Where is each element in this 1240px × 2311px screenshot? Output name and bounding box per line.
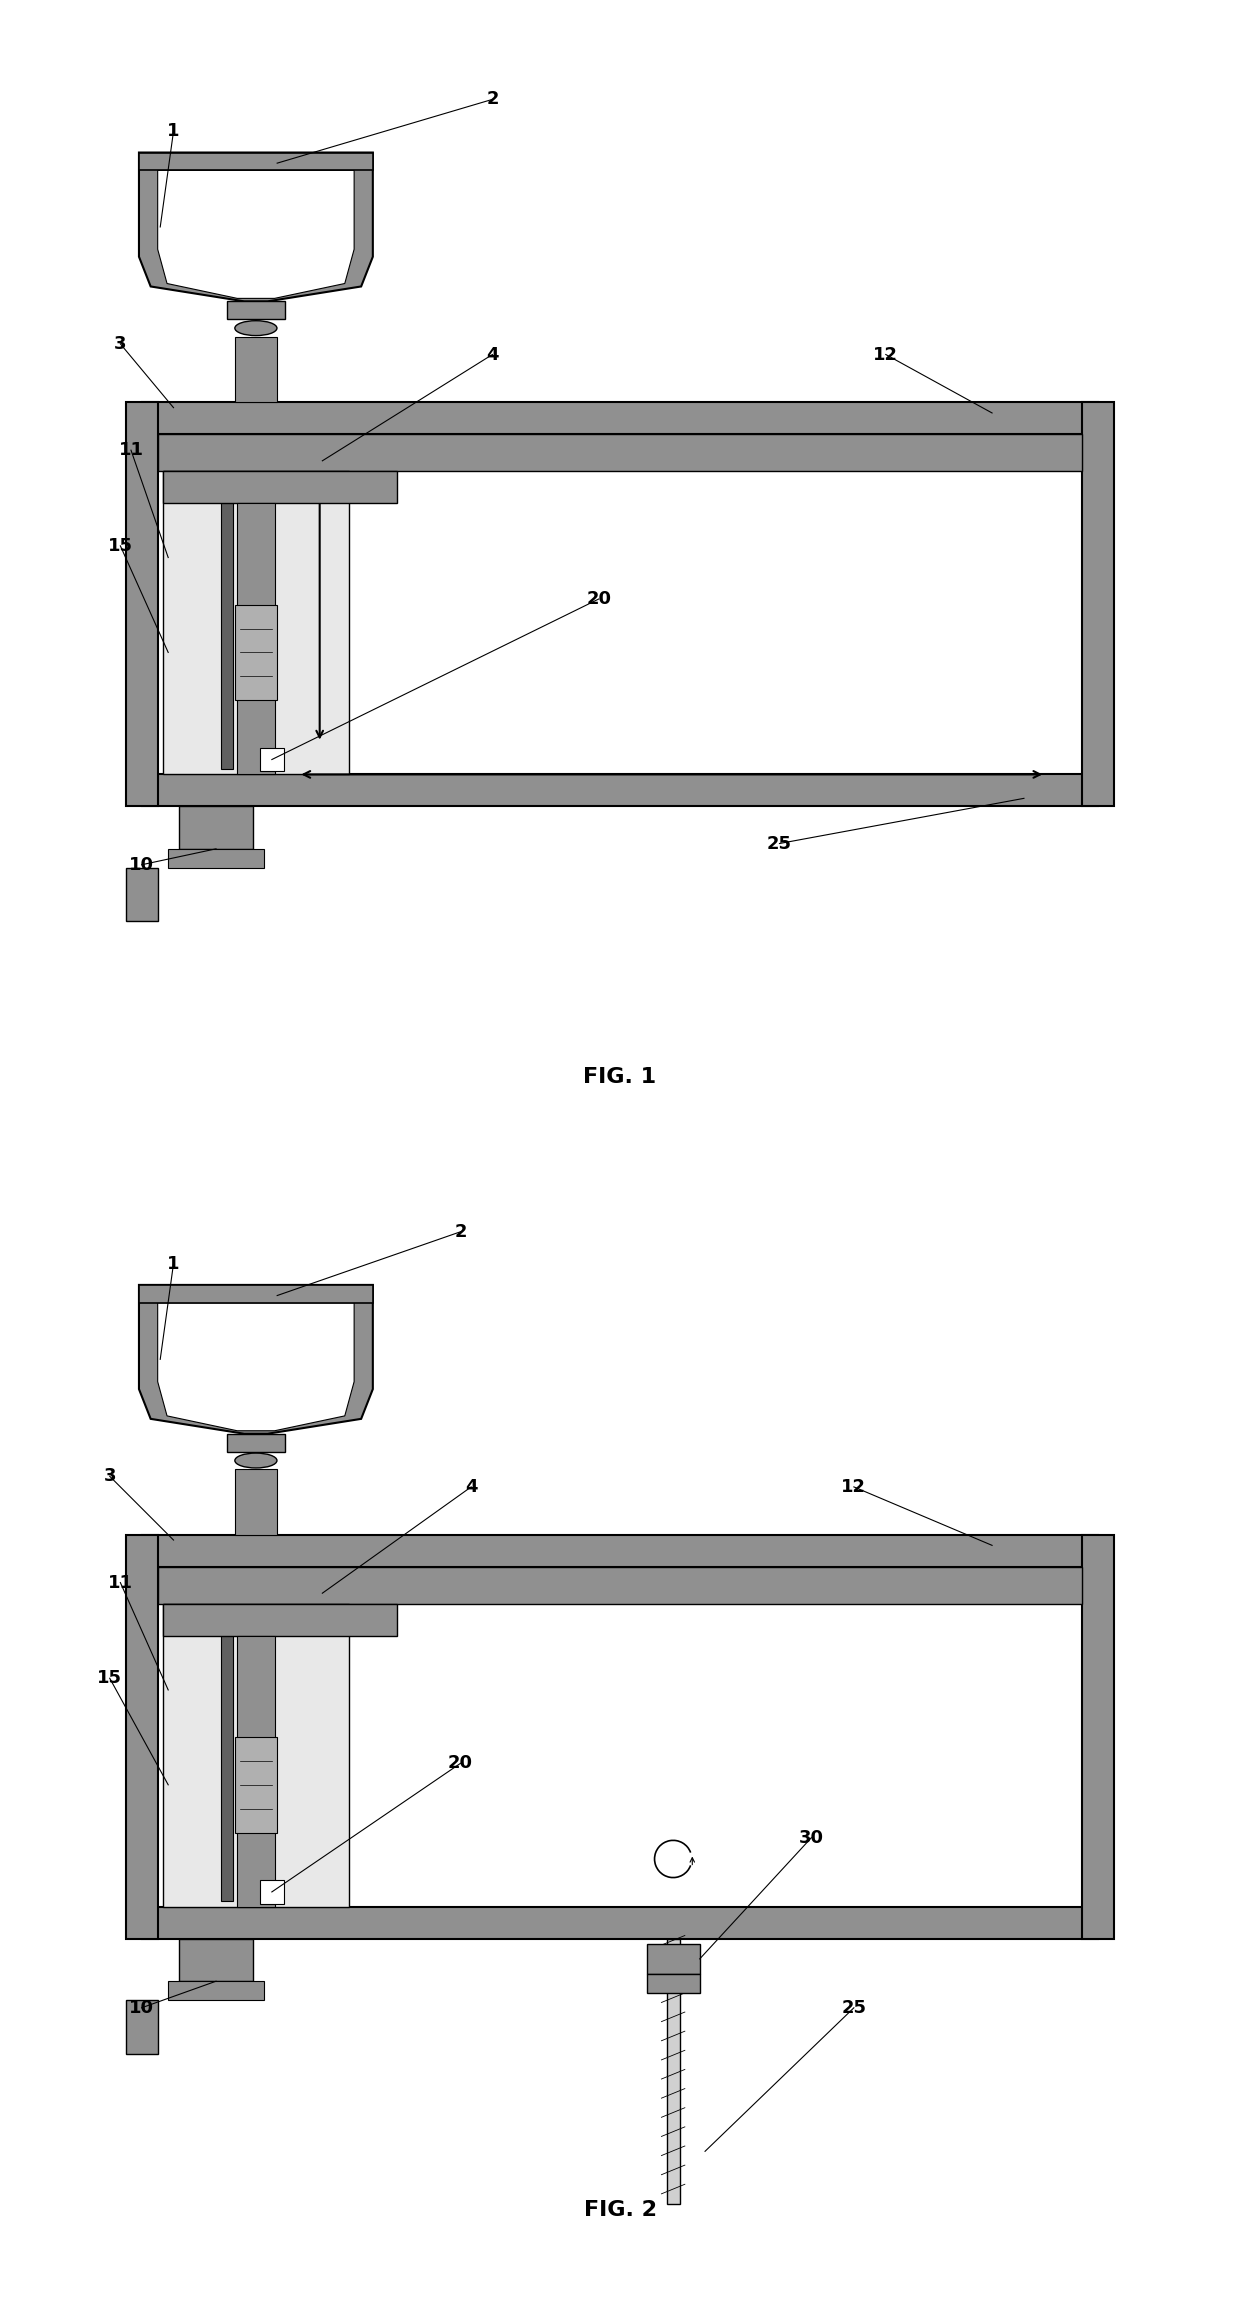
Bar (141, 1907, 1099, 1939)
Bar (162, 471, 397, 504)
Bar (221, 476, 233, 770)
PathPatch shape (139, 153, 373, 300)
Bar (157, 1567, 1083, 1907)
Bar (169, 848, 264, 869)
PathPatch shape (139, 1285, 373, 1433)
Text: 20: 20 (448, 1754, 472, 1773)
Bar (141, 1535, 1099, 1567)
Bar (179, 1939, 253, 1981)
Bar (179, 807, 253, 848)
Text: 1: 1 (167, 1255, 180, 1273)
Bar (227, 300, 285, 319)
Text: 4: 4 (465, 1479, 477, 1495)
Bar (260, 1608, 273, 1902)
Text: 10: 10 (129, 1999, 154, 2018)
Text: 30: 30 (799, 1828, 823, 1846)
Text: 2: 2 (454, 1223, 466, 1241)
Bar (260, 476, 273, 770)
Text: 15: 15 (108, 536, 133, 555)
Text: 1: 1 (167, 122, 180, 141)
Text: 12: 12 (842, 1479, 867, 1495)
Bar (125, 1535, 157, 1939)
Bar (125, 869, 157, 922)
Bar (234, 605, 278, 700)
Bar (139, 153, 373, 171)
Text: 11: 11 (119, 441, 144, 460)
Text: 4: 4 (486, 347, 498, 363)
Text: 2: 2 (486, 90, 498, 109)
PathPatch shape (157, 171, 355, 298)
Bar (169, 1981, 264, 2001)
Bar (221, 1608, 233, 1902)
Text: 25: 25 (768, 834, 792, 853)
Bar (162, 1604, 397, 1636)
Ellipse shape (234, 1454, 277, 1467)
Text: 10: 10 (129, 855, 154, 874)
Bar (260, 749, 284, 772)
Bar (234, 337, 278, 402)
Bar (667, 1939, 680, 2205)
Bar (141, 402, 1099, 434)
Bar (234, 1470, 278, 1535)
Ellipse shape (234, 321, 277, 335)
Bar (162, 1604, 348, 1907)
Bar (1083, 1535, 1115, 1939)
Bar (125, 402, 157, 807)
Text: 25: 25 (842, 1999, 867, 2018)
Text: 12: 12 (873, 347, 898, 363)
Bar (237, 1636, 274, 1907)
Text: 3: 3 (114, 335, 126, 354)
Bar (157, 1567, 1083, 1604)
Bar (157, 434, 1083, 774)
Bar (162, 471, 348, 774)
Bar (234, 1738, 278, 1833)
Bar (237, 504, 274, 774)
Bar (646, 1944, 699, 1974)
PathPatch shape (157, 1303, 355, 1431)
Bar (141, 774, 1099, 807)
Text: 15: 15 (97, 1669, 123, 1687)
Bar (125, 2001, 157, 2054)
Bar (1083, 402, 1115, 807)
Text: 3: 3 (103, 1467, 117, 1486)
Text: FIG. 1: FIG. 1 (584, 1068, 656, 1088)
Text: 11: 11 (108, 1574, 133, 1592)
Bar (646, 1974, 699, 1992)
Text: 20: 20 (587, 589, 611, 608)
Bar (139, 1285, 373, 1303)
Text: FIG. 2: FIG. 2 (584, 2200, 656, 2221)
Bar (157, 434, 1083, 471)
Bar (260, 1881, 284, 1904)
Bar (227, 1433, 285, 1451)
